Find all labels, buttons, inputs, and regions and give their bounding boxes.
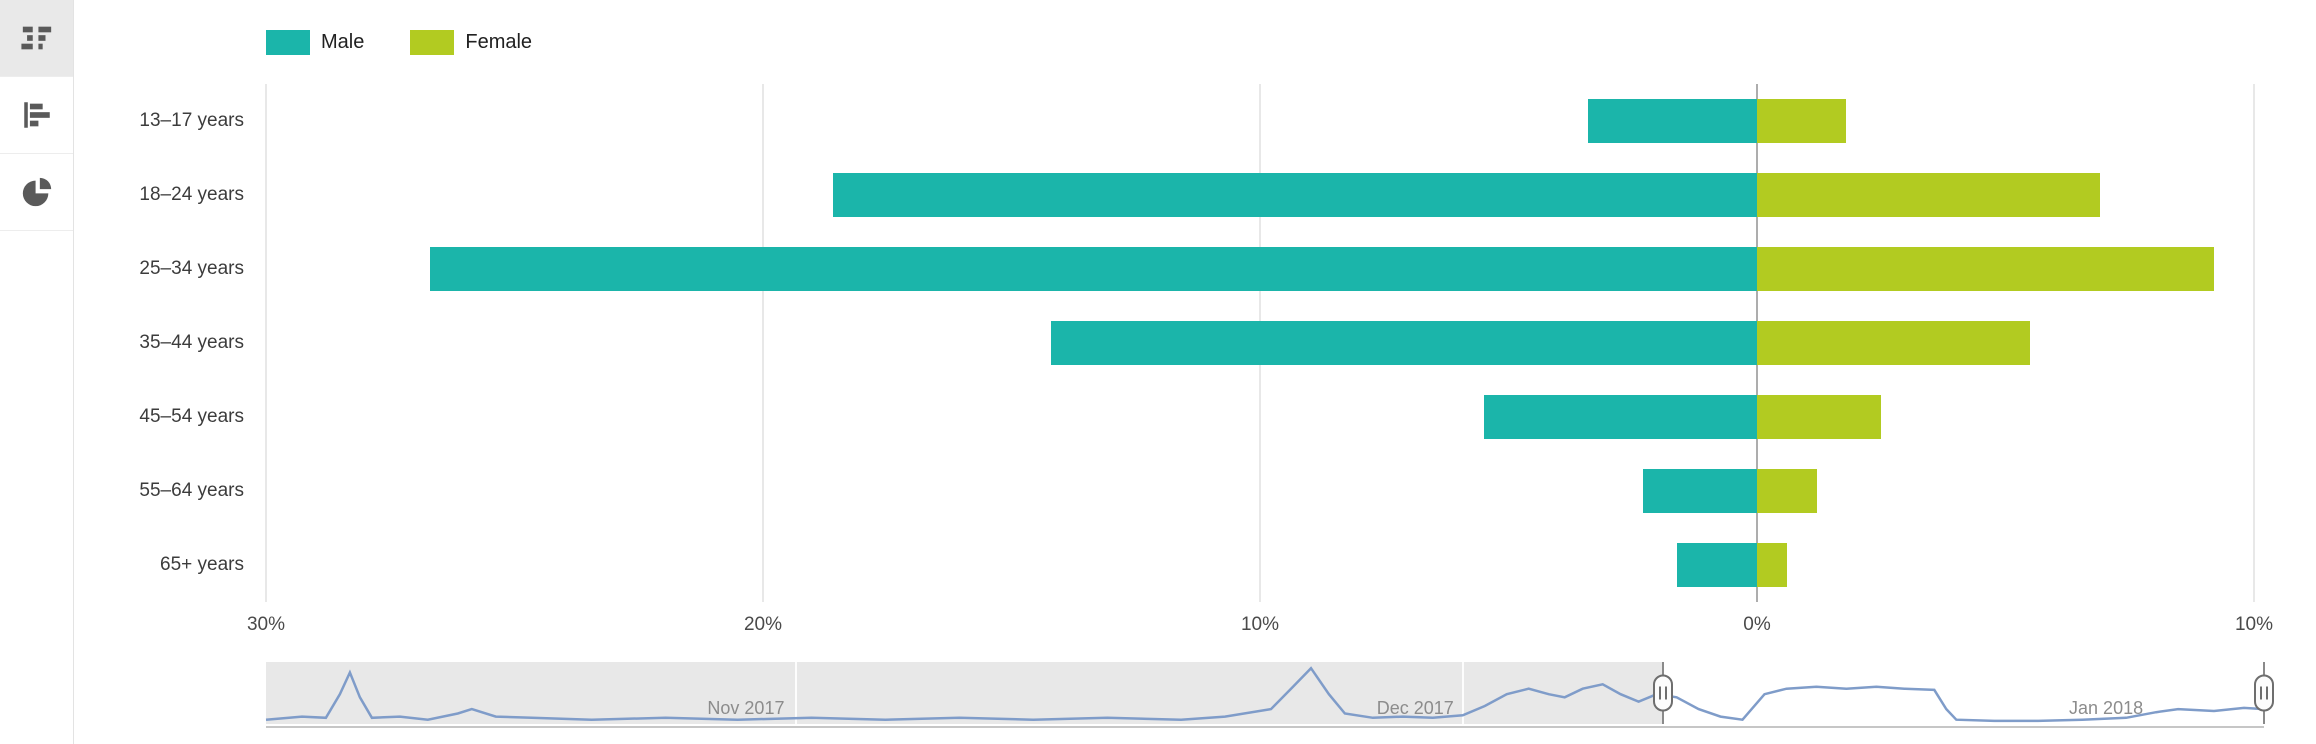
gridline <box>2253 84 2255 602</box>
legend: Male Female <box>266 30 578 55</box>
bar-female-2[interactable] <box>1757 247 2215 291</box>
bar-male-1[interactable] <box>832 173 1757 217</box>
bar-male-6[interactable] <box>1677 543 1757 587</box>
category-label: 35–44 years <box>139 332 244 353</box>
grip-line <box>2266 686 2268 700</box>
pie-chart-icon <box>22 177 51 207</box>
range-handle-grip[interactable] <box>2254 674 2274 712</box>
gridline <box>265 84 267 602</box>
category-label: 13–17 years <box>139 110 244 131</box>
bar-male-3[interactable] <box>1051 321 1757 365</box>
bar-male-0[interactable] <box>1588 99 1757 143</box>
bar-female-0[interactable] <box>1757 99 1847 143</box>
plot-area <box>265 84 2255 602</box>
grip-line <box>1658 686 1661 700</box>
category-label: 25–34 years <box>139 258 244 279</box>
chart-type-bar-button[interactable] <box>0 77 73 154</box>
bar-chart-icon <box>23 102 50 128</box>
legend-swatch <box>266 30 310 55</box>
grip-line <box>1664 686 1667 700</box>
legend-item-female: Female <box>410 30 532 55</box>
grip-line <box>2260 686 2262 700</box>
legend-label: Male <box>321 31 365 53</box>
category-label: 55–64 years <box>139 480 244 501</box>
range-handle-start[interactable] <box>1652 662 1673 724</box>
x-tick: 30% <box>246 614 286 635</box>
legend-label: Female <box>465 31 533 53</box>
bar-female-4[interactable] <box>1757 395 1882 439</box>
category-label: 18–24 years <box>139 184 244 205</box>
chart-type-pie-button[interactable] <box>0 154 73 231</box>
category-label: 65+ years <box>160 554 244 575</box>
x-axis: 30% 20% 10% 0% 10% <box>247 614 2273 644</box>
bar-male-4[interactable] <box>1483 395 1757 439</box>
legend-swatch <box>410 30 455 55</box>
bar-female-5[interactable] <box>1757 469 1817 513</box>
butterfly-chart-icon <box>20 26 51 50</box>
timeline-date-label: Nov 2017 <box>707 698 785 718</box>
category-labels: 13–17 years 18–24 years 25–34 years 35–44 y… <box>0 84 244 602</box>
x-tick: 10% <box>2234 614 2274 635</box>
timeline-month-divider <box>1462 662 1465 724</box>
category-label: 45–54 years <box>139 406 244 427</box>
chart-type-sidebar <box>0 0 74 744</box>
bar-female-6[interactable] <box>1757 543 1787 587</box>
chart-type-butterfly-button[interactable] <box>0 0 73 77</box>
bar-female-1[interactable] <box>1757 173 2100 217</box>
range-handle-end[interactable] <box>2254 662 2274 724</box>
timeline-date-label: Jan 2018 <box>2069 698 2144 718</box>
timeline-date-label: Dec 2017 <box>1376 698 1454 718</box>
range-handle-grip[interactable] <box>1652 674 1673 712</box>
timeline-month-divider <box>794 662 797 724</box>
x-tick: 10% <box>1240 614 1280 635</box>
bar-female-3[interactable] <box>1757 321 2031 365</box>
x-tick: 20% <box>743 614 783 635</box>
bar-male-5[interactable] <box>1642 469 1757 513</box>
timeline-sparkline <box>265 666 2265 723</box>
x-tick: 0% <box>1743 614 1771 635</box>
timeline-unselected-region <box>266 662 1663 724</box>
timeline-baseline <box>266 726 2264 728</box>
bar-male-2[interactable] <box>430 247 1757 291</box>
legend-item-male: Male <box>266 30 364 55</box>
timeline[interactable]: Nov 2017 Dec 2017 Jan 2018 <box>265 662 2274 724</box>
gridline <box>762 84 764 602</box>
